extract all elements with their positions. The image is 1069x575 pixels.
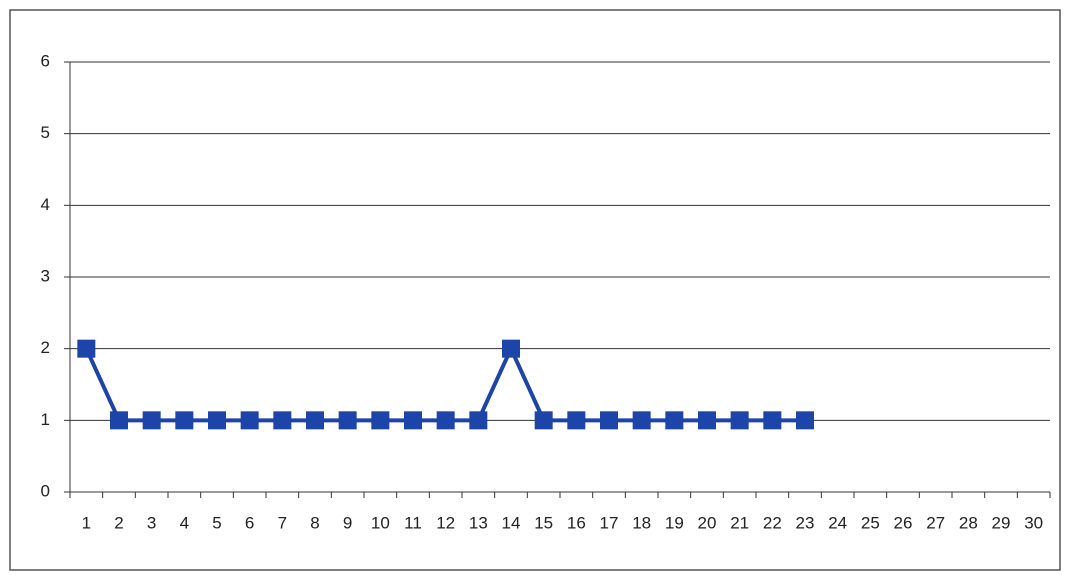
data-marker [436,411,455,430]
x-tick-label: 30 [1024,513,1043,532]
data-marker [404,411,422,430]
x-tick-label: 16 [567,513,586,532]
x-tick-label: 26 [894,513,913,532]
y-tick-label: 1 [41,410,50,429]
x-tick-label: 7 [278,513,287,532]
x-tick-label: 6 [245,513,254,532]
y-tick-label: 0 [41,481,50,500]
chart-frame [9,9,1061,571]
data-marker [469,411,488,430]
data-marker [142,411,161,430]
x-tick-label: 10 [371,513,390,532]
data-marker [240,411,259,430]
y-tick-label: 2 [41,338,50,357]
x-tick-label: 9 [343,513,352,532]
x-tick-label: 12 [436,513,455,532]
x-tick-label: 25 [861,513,880,532]
data-marker [600,411,618,430]
x-tick-label: 20 [698,513,717,532]
data-marker [502,339,520,358]
data-marker [273,411,292,430]
x-tick-label: 8 [310,513,319,532]
data-marker [730,411,749,430]
data-marker [306,411,324,430]
data-marker [534,411,553,430]
x-tick-label: 2 [114,513,123,532]
x-tick-label: 15 [534,513,553,532]
x-tick-label: 1 [82,513,91,532]
x-tick-label: 27 [926,513,945,532]
x-tick-label: 21 [730,513,749,532]
x-tick-label: 18 [632,513,651,532]
x-tick-label: 19 [665,513,684,532]
x-tick-label: 29 [992,513,1011,532]
x-tick-label: 22 [763,513,782,532]
data-marker [77,339,96,358]
x-tick-label: 17 [600,513,619,532]
data-marker [208,411,226,430]
y-tick-label: 4 [41,195,50,214]
data-marker [698,411,716,430]
x-tick-label: 4 [180,513,189,532]
x-tick-label: 24 [828,513,847,532]
data-marker [632,411,651,430]
data-marker [567,411,586,430]
data-marker [763,411,782,430]
x-tick-label: 14 [502,513,521,532]
data-marker [110,411,128,430]
data-marker [175,411,194,430]
x-tick-label: 5 [212,513,221,532]
x-tick-label: 11 [404,513,422,532]
data-marker [338,411,357,430]
y-tick-label: 6 [41,51,50,70]
data-marker [665,411,684,430]
x-tick-label: 23 [796,513,815,532]
data-marker [796,411,814,430]
y-tick-label: 3 [41,266,50,285]
x-tick-label: 28 [959,513,978,532]
x-tick-label: 13 [469,513,488,532]
y-tick-label: 5 [41,123,50,142]
x-tick-label: 3 [147,513,156,532]
data-marker [371,411,390,430]
